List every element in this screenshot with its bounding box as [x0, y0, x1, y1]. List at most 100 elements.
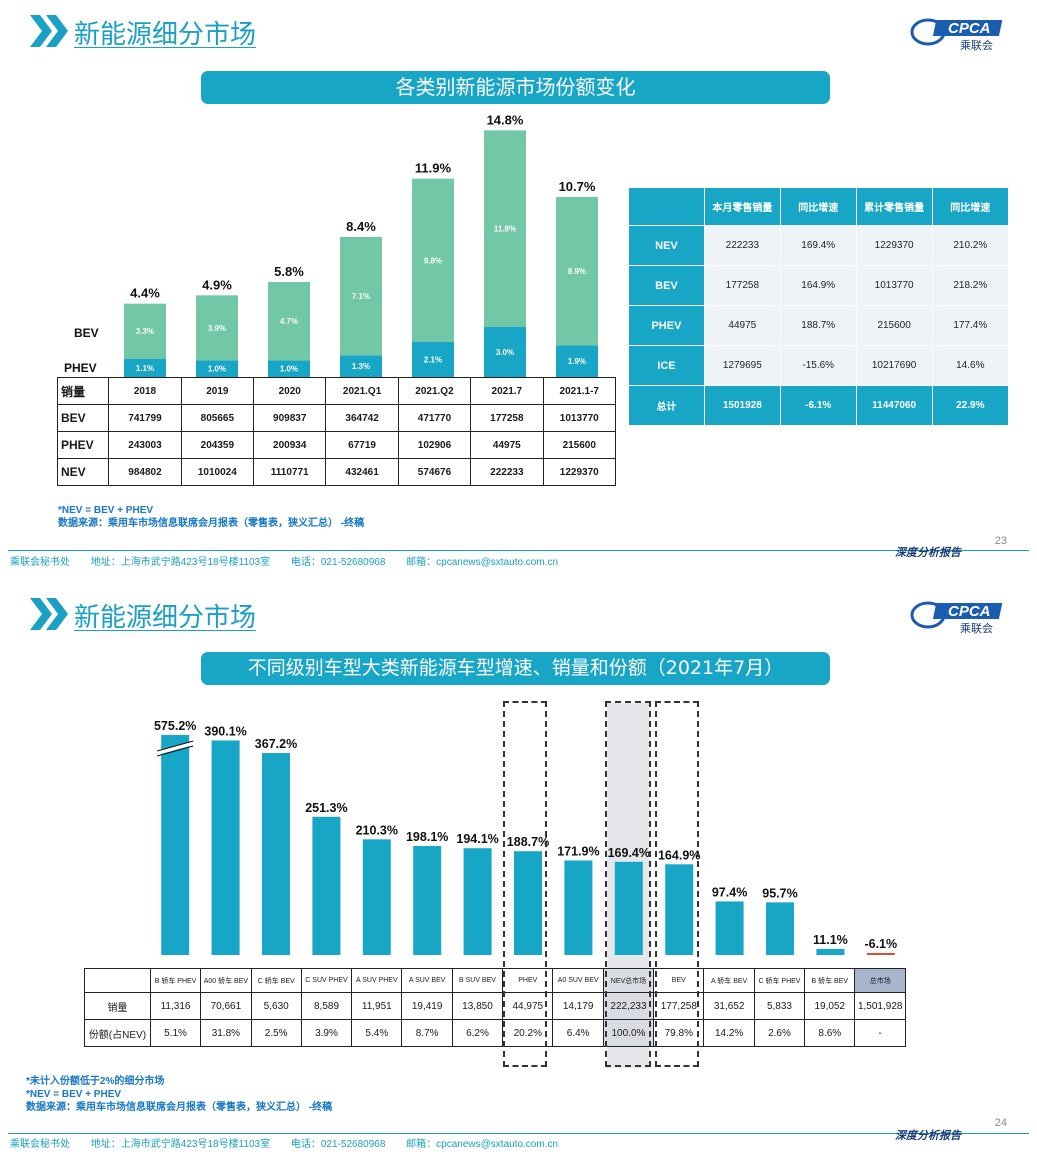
summary-col-header: 同比增速: [779, 187, 857, 226]
bev-highlight-box: [655, 701, 699, 1067]
table-row-label: NEV: [56, 458, 110, 486]
footer-email[interactable]: 邮箱：cpcanews@sxtauto.com.cn: [406, 557, 559, 568]
table-cell: 222233: [470, 458, 544, 486]
table-row: BEV 741799 805665 909837 364742 471770 177258 1…: [56, 404, 617, 432]
segment-cell: 5.4%: [351, 1019, 403, 1047]
footer-email[interactable]: 邮箱：cpcanews@sxtauto.com.cn: [406, 1139, 559, 1150]
footnote-line: *未计入份额低于2%的细分市场: [26, 1076, 165, 1087]
growth-bar: [866, 953, 895, 955]
double-chevron-icon: [30, 15, 68, 47]
segment-cell: 8.7%: [401, 1019, 453, 1047]
segment-cell: 11,951: [351, 992, 403, 1020]
phev-data-label: 1.0%: [280, 365, 298, 374]
bev-data-label: 11.8%: [494, 225, 516, 234]
segment-col-header: A00 轿车 BEV: [200, 968, 252, 993]
footnote-line: *NEV = BEV + PHEV: [58, 505, 154, 516]
summary-table: 本月零售销量 同比增速 累计零售销量 同比增速 NEV 222233 169.4% 1…: [628, 187, 1008, 426]
segment-col-header: C SUV PHEV: [300, 968, 353, 993]
phev-data-label: 1.1%: [136, 364, 154, 373]
svg-text:CPCA: CPCA: [948, 603, 991, 620]
summary-cell: 177258: [703, 265, 781, 306]
segment-growth-chart: 575.2% 390.1% 367.2% 251.3% 210.3% 198.1% 194.…: [154, 719, 897, 955]
segment-cell: 44,975: [502, 992, 554, 1020]
segment-cell: 11,316: [149, 992, 202, 1020]
table-row: PHEV 243003 204359 200934 67719 102906 44975 21…: [56, 431, 617, 459]
bev-bar: [412, 178, 454, 342]
total-share-label: 5.8%: [274, 264, 304, 279]
growth-data-label: 171.9%: [557, 844, 599, 858]
segment-row-label: 份额(占NEV): [84, 1019, 151, 1047]
slide-23: 新能源细分市场 CPCA 乘联会 各类别新能源市场份额变化 1.1% 3.3% 4.…: [8, 15, 1029, 568]
page-number: 24: [994, 1117, 1007, 1129]
segment-col-header: NEV总市场: [602, 968, 655, 993]
segment-cell: 31.8%: [200, 1019, 252, 1047]
bev-bar: [124, 303, 166, 359]
segment-cell: 2.6%: [753, 1019, 806, 1047]
phev-bar: [556, 345, 598, 377]
footer-contact: 乘联会秘书处 地址：上海市武宁路423号18号楼1103室 电话：021-526…: [10, 553, 576, 568]
footer-divider: [8, 1133, 1029, 1134]
summary-row: BEV 177258 164.9% 1013770 218.2%: [628, 265, 1008, 306]
total-share-label: 10.7%: [559, 179, 596, 194]
table-cell: 574676: [397, 458, 472, 486]
segment-cell: 79.8%: [653, 1019, 705, 1047]
bev-data-label: 3.3%: [136, 327, 154, 336]
phev-data-label: 1.9%: [568, 357, 586, 366]
table-row-label: PHEV: [56, 431, 110, 459]
growth-data-label: 367.2%: [255, 737, 297, 751]
segment-row: 销量 11,316 70,661 5,630 8,589 11,951 19,419 13,8…: [84, 992, 906, 1020]
segment-col-header: B 轿车 PHEV: [149, 968, 202, 993]
svg-text:CPCA: CPCA: [948, 20, 991, 37]
growth-data-label: 11.1%: [813, 933, 848, 947]
summary-row-label: BEV: [628, 265, 705, 306]
summary-cell: 222233: [703, 225, 781, 266]
bev-data-label: 9.8%: [424, 256, 442, 265]
summary-row-label: NEV: [628, 225, 705, 266]
segment-corner: [84, 968, 151, 993]
segment-cell: 8,589: [300, 992, 353, 1020]
summary-cell: 210.2%: [931, 225, 1008, 266]
slide-24: 新能源细分市场 CPCA 乘联会 不同级别车型大类新能源车型增速、销量和份额（2…: [0, 583, 1037, 1166]
summary-col-header: 同比增速: [931, 187, 1008, 226]
legend-bev: BEV: [74, 326, 99, 340]
segment-cell: 19,419: [401, 992, 453, 1020]
legend-phev: PHEV: [64, 361, 97, 375]
table-cell: 1013770: [542, 404, 617, 432]
phev-bar: [340, 355, 382, 377]
growth-bar: [715, 901, 744, 955]
table-col-header: 2021.Q2: [397, 377, 472, 405]
summary-cell: 1013770: [855, 265, 933, 306]
summary-cell: 188.7%: [779, 305, 857, 346]
segment-cell: 6.2%: [451, 1019, 504, 1047]
stacked-share-chart: 1.1% 3.3% 4.4% 1.0% 3.9% 4.9% 1.0% 4.7% 5.8% 1.3%…: [64, 112, 598, 377]
segment-cell: 13,850: [451, 992, 504, 1020]
summary-row-label: PHEV: [628, 305, 705, 346]
table-cell: 1010024: [180, 458, 255, 486]
section-title: 新能源细分市场: [74, 20, 257, 50]
summary-cell: 44975: [703, 305, 781, 346]
footer-address: 地址：上海市武宁路423号18号楼1103室: [90, 1139, 271, 1150]
axis-break-mark: [157, 745, 194, 757]
segment-col-header: C 轿车 PHEV: [753, 968, 806, 993]
double-chevron-icon: [30, 598, 68, 630]
segment-col-header: A 轿车 BEV: [703, 968, 755, 993]
table-row-label: BEV: [56, 404, 110, 432]
bev-bar: [340, 237, 382, 356]
summary-row-label: ICE: [628, 345, 705, 386]
total-share-label: 11.9%: [415, 161, 452, 176]
footer-contact: 乘联会秘书处 地址：上海市武宁路423号18号楼1103室 电话：021-526…: [10, 1135, 576, 1150]
segment-cell: 3.9%: [300, 1019, 353, 1047]
summary-row: PHEV 44975 188.7% 215600 177.4%: [628, 305, 1008, 346]
summary-total-cell: 22.9%: [931, 385, 1008, 426]
segment-col-header: C 轿车 BEV: [250, 968, 302, 993]
footer-phone: 电话：021-52680968: [290, 557, 386, 568]
table-cell: 1229370: [542, 458, 617, 486]
table-col-header: 2021.Q1: [325, 377, 399, 405]
summary-cell: -15.6%: [779, 345, 857, 386]
segment-col-header: 总市场: [854, 968, 906, 993]
growth-bar: [564, 860, 593, 955]
phev-data-label: 1.3%: [352, 362, 370, 371]
segment-col-header: A0 SUV BEV: [552, 968, 604, 993]
growth-data-label: 251.3%: [305, 801, 347, 815]
footnote-line: 数据来源：乘用车市场信息联席会月报表（零售表，狭义汇总） -终稿: [58, 518, 365, 529]
